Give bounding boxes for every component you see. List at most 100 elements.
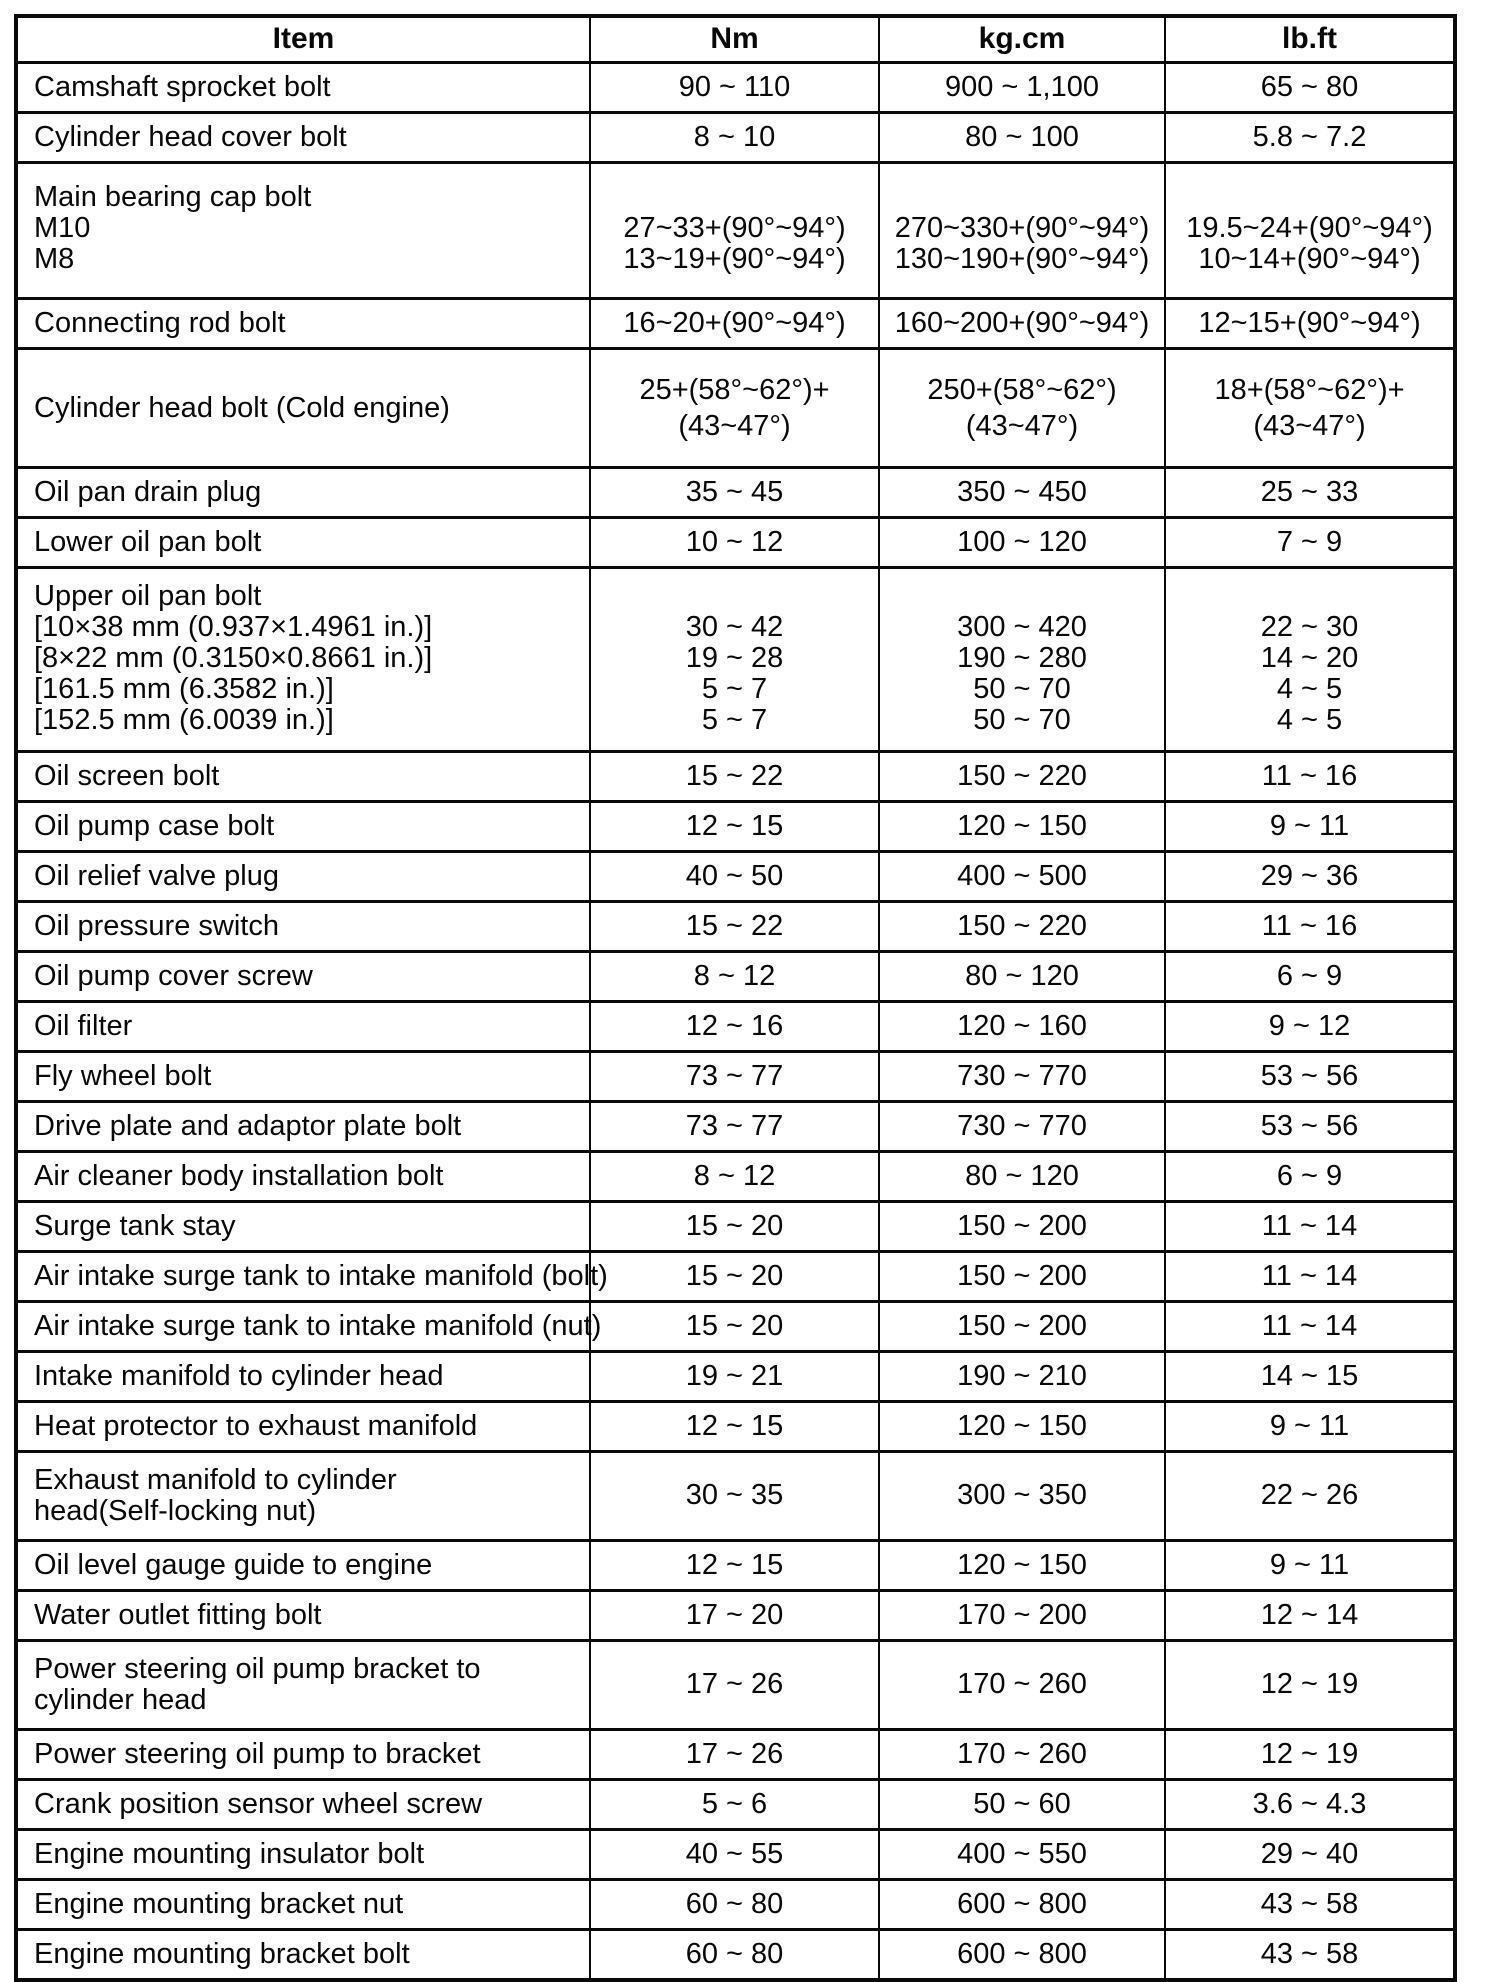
column-header-kgcm: kg.cm <box>878 15 1166 64</box>
cell-line: 5 ~ 7 <box>701 703 768 736</box>
item-cell: Water outlet fitting bolt <box>15 1588 591 1642</box>
table-row: Upper oil pan bolt [10×38 mm (0.937×1.496… <box>15 565 1456 753</box>
cell-line: Oil pressure switch <box>34 909 279 942</box>
cell-line: 30 ~ 35 <box>685 1479 784 1511</box>
nm-cell: 15 ~ 20 <box>589 1249 880 1303</box>
table-row: Main bearing cap bolt M10 M8 27~33+(90°~94… <box>15 160 1456 300</box>
nm-cell: 25+(58°~62°)+ (43~47°) <box>589 346 880 469</box>
lbft-cell: 53 ~ 56 <box>1164 1099 1456 1153</box>
cell-line: 43 ~ 58 <box>1260 1887 1359 1920</box>
cell-line: Intake manifold to cylinder head <box>34 1359 444 1392</box>
column-header-item: Item <box>15 15 591 64</box>
cell-line: 150 ~ 200 <box>957 1309 1087 1342</box>
cell-line: 60 ~ 80 <box>685 1887 784 1920</box>
kgcm-cell: 160~200+(90°~94°) <box>878 296 1166 350</box>
kgcm-cell: 400 ~ 550 <box>878 1827 1166 1881</box>
lbft-cell: 12 ~ 19 <box>1164 1727 1456 1781</box>
table-row: Oil pressure switch 15 ~ 22 150 ~ 220 11 ~ … <box>15 899 1456 953</box>
lbft-cell: 43 ~ 58 <box>1164 1877 1456 1931</box>
lbft-cell: 3.6 ~ 4.3 <box>1164 1777 1456 1831</box>
kgcm-cell: 270~330+(90°~94°) 130~190+(90°~94°) <box>878 160 1166 300</box>
cell-line: 730 ~ 770 <box>957 1059 1087 1092</box>
cell-line: 4 ~ 5 <box>1276 703 1343 736</box>
table-row: Oil pan drain plug 35 ~ 45 350 ~ 450 25 ~ 3… <box>15 465 1456 519</box>
cell-line: 190 ~ 210 <box>957 1359 1087 1392</box>
kgcm-cell: 600 ~ 800 <box>878 1877 1166 1931</box>
cell-line: (43~47°) <box>965 409 1079 442</box>
table-row: Camshaft sprocket bolt 90 ~ 110 900 ~ 1,10… <box>15 60 1456 114</box>
cell-line: 5.8 ~ 7.2 <box>1252 120 1367 153</box>
kgcm-cell: 80 ~ 100 <box>878 110 1166 164</box>
cell-line: 11 ~ 16 <box>1261 759 1358 792</box>
cell-line: 270~330+(90°~94°) <box>894 211 1150 244</box>
cell-line: 50 ~ 70 <box>973 672 1071 705</box>
cell-line: 150 ~ 200 <box>957 1259 1087 1292</box>
item-cell: Exhaust manifold to cylinder head(Self-lo… <box>15 1449 591 1542</box>
kgcm-cell: 730 ~ 770 <box>878 1049 1166 1103</box>
table-row: Fly wheel bolt 73 ~ 77 730 ~ 770 53 ~ 56 <box>15 1049 1456 1103</box>
kgcm-cell: 170 ~ 260 <box>878 1638 1166 1731</box>
nm-cell: 12 ~ 15 <box>589 1538 880 1592</box>
cell-line: 11 ~ 16 <box>1261 909 1358 942</box>
cell-line: 8 ~ 12 <box>693 959 776 992</box>
lbft-cell: 9 ~ 12 <box>1164 999 1456 1053</box>
lbft-cell: 9 ~ 11 <box>1164 1399 1456 1453</box>
table-header-row: Item Nm kg.cm lb.ft <box>15 15 1456 64</box>
cell-line: 40 ~ 55 <box>685 1837 784 1870</box>
cell-line: 12 ~ 15 <box>685 809 784 842</box>
kgcm-cell: 170 ~ 260 <box>878 1727 1166 1781</box>
cell-line: 15 ~ 20 <box>685 1309 784 1342</box>
cell-line: 150 ~ 200 <box>957 1209 1087 1242</box>
item-cell: Drive plate and adaptor plate bolt <box>15 1099 591 1153</box>
lbft-cell: 9 ~ 11 <box>1164 799 1456 853</box>
cell-line <box>886 581 1158 612</box>
item-cell: Cylinder head cover bolt <box>15 110 591 164</box>
item-cell: Lower oil pan bolt <box>15 515 591 569</box>
cell-line: cylinder head <box>34 1683 207 1716</box>
nm-cell: 5 ~ 6 <box>589 1777 880 1831</box>
cell-line: 50 ~ 60 <box>973 1787 1071 1820</box>
column-header-nm: Nm <box>589 15 880 64</box>
kgcm-cell: 120 ~ 150 <box>878 1538 1166 1592</box>
nm-cell: 10 ~ 12 <box>589 515 880 569</box>
cell-line: 15 ~ 20 <box>685 1209 784 1242</box>
cell-line: Camshaft sprocket bolt <box>34 70 331 103</box>
cell-line <box>597 182 872 213</box>
cell-line: 12 ~ 15 <box>685 1548 784 1581</box>
nm-cell: 27~33+(90°~94°) 13~19+(90°~94°) <box>589 160 880 300</box>
kgcm-cell: 150 ~ 220 <box>878 749 1166 803</box>
cell-line: 120 ~ 150 <box>957 1548 1087 1581</box>
cell-line <box>1172 581 1447 612</box>
cell-line: 19.5~24+(90°~94°) <box>1186 211 1433 244</box>
cell-line: 29 ~ 40 <box>1260 1837 1359 1870</box>
cell-line: Power steering oil pump bracket to <box>34 1652 481 1685</box>
table-row: Oil relief valve plug 40 ~ 50 400 ~ 500 29 … <box>15 849 1456 903</box>
table-row: Oil pump cover screw 8 ~ 12 80 ~ 120 6 ~ 9 <box>15 949 1456 1003</box>
cell-line: 100 ~ 120 <box>957 525 1087 558</box>
cell-line: 50 ~ 70 <box>973 703 1071 736</box>
cell-line: 150 ~ 220 <box>957 759 1087 792</box>
cell-line: 3.6 ~ 4.3 <box>1252 1787 1367 1820</box>
cell-line: 12 ~ 15 <box>685 1409 784 1442</box>
cell-line: Air cleaner body installation bolt <box>34 1159 444 1192</box>
cell-line: Crank position sensor wheel screw <box>34 1787 483 1820</box>
cell-line: Cylinder head bolt (Cold engine) <box>34 391 450 424</box>
item-cell: Engine mounting insulator bolt <box>15 1827 591 1881</box>
table-row: Water outlet fitting bolt 17 ~ 20 170 ~ 20… <box>15 1588 1456 1642</box>
cell-line: 5 ~ 7 <box>701 672 768 705</box>
table-row: Oil pump case bolt 12 ~ 15 120 ~ 150 9 ~ 11 <box>15 799 1456 853</box>
item-cell: Power steering oil pump bracket to cylind… <box>15 1638 591 1731</box>
cell-line: 29 ~ 36 <box>1260 859 1359 892</box>
nm-cell: 15 ~ 20 <box>589 1299 880 1353</box>
table-row: Engine mounting bracket bolt 60 ~ 80 600 ~… <box>15 1927 1456 1981</box>
item-cell: Main bearing cap bolt M10 M8 <box>15 160 591 300</box>
item-cell: Oil pump case bolt <box>15 799 591 853</box>
nm-cell: 8 ~ 10 <box>589 110 880 164</box>
kgcm-cell: 400 ~ 500 <box>878 849 1166 903</box>
nm-cell: 12 ~ 15 <box>589 1399 880 1453</box>
cell-line: Oil relief valve plug <box>34 859 279 892</box>
cell-line: 4 ~ 5 <box>1276 672 1343 705</box>
cell-line: M8 <box>34 242 75 275</box>
